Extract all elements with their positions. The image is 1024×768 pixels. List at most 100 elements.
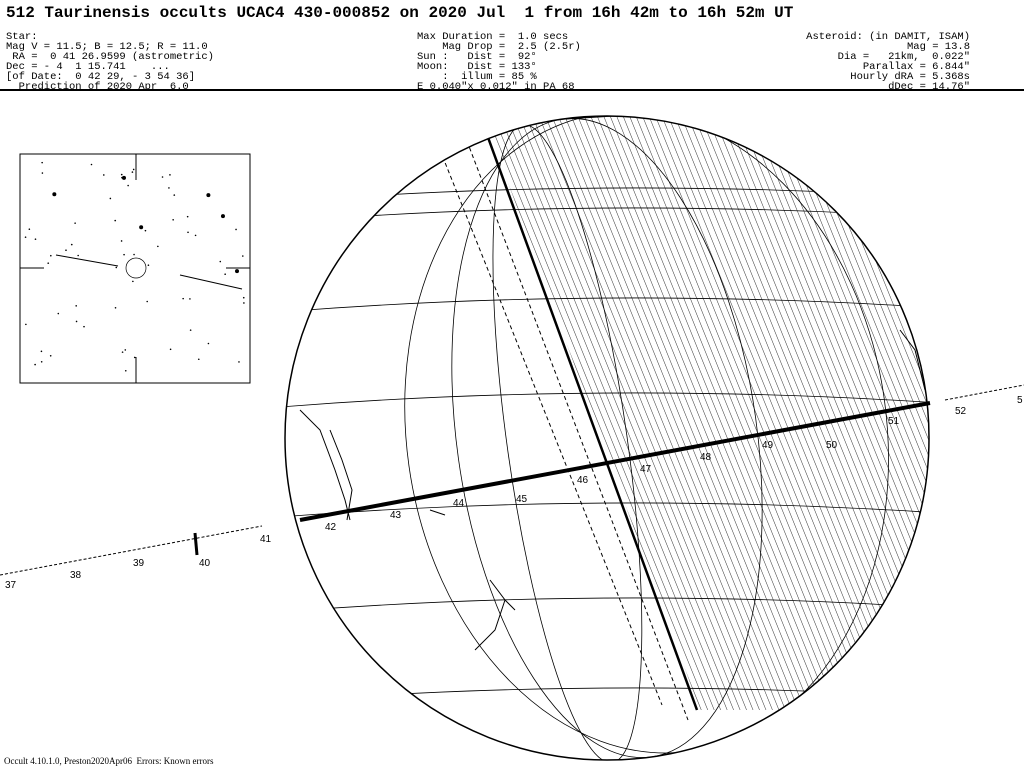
asteroid-line: Dia = 21km, 0.022" (837, 51, 970, 63)
star-line: RA = 0 41 26.9599 (astrometric) (6, 51, 214, 63)
star-dot (121, 175, 126, 180)
star-dot (24, 236, 27, 238)
time-label: 43 (390, 510, 402, 521)
star-dot (127, 184, 129, 187)
page-title: 512 Taurinensis occults UCAC4 430-000852… (6, 4, 794, 22)
star-dot (197, 358, 200, 361)
parallel (285, 297, 929, 313)
star-dot (120, 240, 123, 242)
event-line: Sun : Dist = 92° (417, 51, 537, 63)
star-dot (74, 222, 76, 224)
time-label: 45 (516, 494, 528, 505)
star-dot (235, 269, 240, 274)
path-extension-left (0, 525, 263, 576)
star-dot (34, 363, 36, 366)
star-line: Star: (6, 31, 38, 43)
event-line: E 0.040"x 0.012" in PA 68 (417, 81, 575, 93)
star-dot (28, 228, 31, 231)
star-line: [of Date: 0 42 29, - 3 54 36] (6, 71, 196, 83)
star-dot (207, 342, 210, 345)
asteroid-line: dDec = 14.76" (888, 81, 970, 93)
time-label: 42 (325, 522, 337, 533)
parallel (285, 502, 929, 518)
event-line: Moon: Dist = 133° (417, 61, 537, 73)
event-line: Max Duration = 1.0 secs (417, 31, 569, 43)
star-dot (133, 253, 135, 256)
star-dot (83, 325, 85, 328)
event-info: Max Duration = 1.0 secs Mag Drop = 2.5 (… (417, 22, 581, 102)
footer: Occult 4.10.1.0, Preston2020Apr06 Errors… (4, 756, 214, 766)
time-label: 37 (5, 580, 17, 591)
time-label: 52 (955, 406, 967, 417)
star-dot (224, 273, 226, 275)
star-dot (189, 329, 192, 331)
star-info: Star: Mag V = 11.5; B = 12.5; R = 11.0 RA… (6, 22, 214, 102)
asteroid-info: Asteroid: (in DAMIT, ISAM) Mag = 13.8 Dia … (806, 22, 970, 102)
event-line: : illum = 85 % (417, 71, 537, 83)
star-dot (34, 238, 37, 240)
target-star-circle (125, 257, 147, 279)
star-dot (75, 320, 78, 323)
star-dot (133, 356, 136, 359)
star-dot (109, 197, 112, 200)
star-dot (242, 255, 244, 257)
star-dot (120, 173, 123, 176)
star-dot (121, 176, 123, 179)
star-dot (50, 254, 52, 257)
star-dot (40, 360, 43, 363)
star-dot (75, 305, 77, 307)
star-dot (41, 161, 43, 164)
star-dot (168, 187, 170, 189)
parallel (285, 392, 929, 408)
star-dot (144, 229, 147, 232)
path-extension-right (944, 384, 1024, 401)
star-dot (206, 193, 211, 198)
terminator-line (476, 116, 699, 711)
time-label: 48 (700, 452, 712, 463)
star-dot (132, 168, 135, 171)
asteroid-line: Hourly dRA = 5.368s (850, 71, 970, 83)
star-dot (41, 172, 44, 174)
time-label: 46 (577, 475, 589, 486)
star-line: Dec = - 4 1 15.741 ... (6, 61, 170, 73)
star-dot (124, 349, 127, 351)
star-dot (52, 192, 57, 197)
star-dot (47, 262, 50, 264)
star-dot (161, 176, 164, 178)
night-side-shading (478, 116, 929, 710)
time-label: 44 (453, 498, 465, 509)
star-dot (169, 174, 171, 176)
star-line: Prediction of 2020 Apr 6.0 (6, 81, 189, 93)
star-dot (49, 354, 52, 357)
asteroid-line: Mag = 13.8 (906, 41, 970, 53)
star-dot (242, 296, 245, 299)
star-dot (147, 264, 150, 266)
star-dot (220, 214, 225, 219)
asteroid-line: Asteroid: (in DAMIT, ISAM) (806, 31, 970, 43)
star-dot (70, 243, 73, 246)
star-dot (139, 225, 144, 230)
time-label: 41 (260, 534, 272, 545)
star-dot (194, 234, 197, 237)
time-label: 5 (1017, 395, 1023, 406)
star-dot (243, 302, 245, 304)
time-label: 40 (199, 558, 211, 569)
time-label: 47 (640, 464, 652, 475)
star-dot (173, 194, 176, 196)
parallel (285, 597, 929, 613)
star-dot (124, 369, 127, 372)
event-line: Mag Drop = 2.5 (2.5r) (417, 41, 581, 53)
star-dot (77, 254, 79, 257)
central-path-line (299, 401, 931, 522)
star-dot (189, 298, 191, 300)
star-chart-inset (19, 153, 251, 384)
star-dot (132, 280, 134, 283)
star-dot (187, 231, 189, 234)
star-dot (114, 307, 117, 309)
star-dot (90, 163, 93, 166)
star-dot (102, 174, 105, 176)
asteroid-line: Parallax = 6.844" (862, 61, 970, 73)
star-dot (57, 312, 60, 315)
star-dot (186, 215, 189, 218)
